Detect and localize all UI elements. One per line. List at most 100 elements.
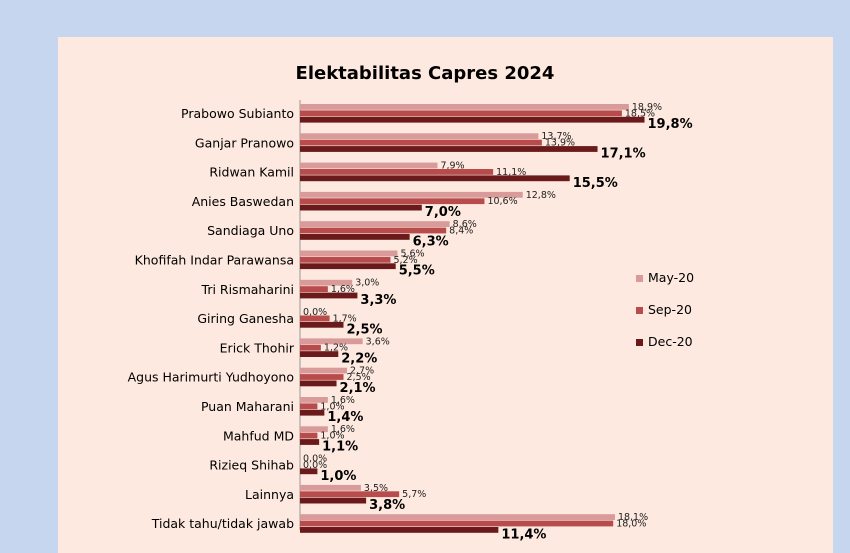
data-label: 5,6% <box>400 248 424 259</box>
legend-swatch <box>636 307 643 314</box>
bar-dec-20 <box>300 175 570 182</box>
data-label: 1,4% <box>327 410 363 425</box>
data-label: 18,5% <box>625 108 655 119</box>
bar-dec-20 <box>300 380 337 387</box>
bar-dec-20 <box>300 263 396 270</box>
data-label: 10,6% <box>487 196 517 207</box>
bar-sep-20 <box>300 344 321 351</box>
bar-sep-20 <box>300 227 447 234</box>
bars-group: 18,9%18,5%19,8% 13,7%13,9% 17,1% 7,9% 11,1% 1… <box>300 102 693 542</box>
category-label: Tidak tahu/tidak jawab <box>151 516 294 531</box>
data-label: 2,5% <box>347 372 371 383</box>
data-label: 5,5% <box>399 264 435 279</box>
category-label: Tri Rismaharini <box>201 282 294 297</box>
data-label: 3,3% <box>360 293 396 308</box>
category-label: Prabowo Subianto <box>181 106 294 121</box>
bar-dec-20 <box>300 409 325 416</box>
bar-dec-20 <box>300 439 320 445</box>
data-label: 8,6% <box>453 219 477 230</box>
data-label: 2,7% <box>350 366 374 377</box>
category-label: Khofifah Indar Parawansa <box>135 253 294 268</box>
data-label: 1,6% <box>331 424 355 435</box>
category-label: Sandiaga Uno <box>207 223 294 238</box>
bar-may-20 <box>300 221 450 227</box>
bar-dec-20 <box>300 497 367 504</box>
bar-sep-20 <box>300 520 614 527</box>
data-label: 15,5% <box>573 176 618 191</box>
legend-swatch <box>636 275 643 282</box>
bar-sep-20 <box>300 374 344 380</box>
category-label: Erick Thohir <box>220 340 295 355</box>
bar-sep-20 <box>300 286 328 292</box>
bar-sep-20 <box>300 432 318 439</box>
bar-dec-20 <box>300 468 318 475</box>
bar-sep-20 <box>300 110 622 117</box>
bar-dec-20 <box>300 292 358 299</box>
bar-may-20 <box>300 133 539 140</box>
bar-may-20 <box>300 484 361 491</box>
bar-dec-20 <box>300 146 598 152</box>
bar-dec-20 <box>300 321 344 328</box>
bar-dec-20 <box>300 351 339 357</box>
category-label: Lainnya <box>245 487 294 502</box>
category-label: Rizieq Shihab <box>209 458 294 473</box>
bar-sep-20 <box>300 491 400 498</box>
data-label: 18,0% <box>616 519 646 530</box>
data-label: 6,3% <box>413 234 449 249</box>
bar-may-20 <box>300 397 328 403</box>
data-label: 13,7% <box>541 131 571 142</box>
bar-sep-20 <box>300 403 318 410</box>
bar-may-20 <box>300 104 629 110</box>
data-label: 18,9% <box>632 102 662 113</box>
bar-may-20 <box>300 426 328 433</box>
data-label: 11,4% <box>501 527 546 542</box>
category-labels-group: Prabowo Subianto Ganjar Pranowo Ridwan Kam… <box>128 106 295 531</box>
chart-panel <box>58 37 833 553</box>
data-label: 12,8% <box>526 190 556 201</box>
bar-may-20 <box>300 514 615 520</box>
data-label: 1,6% <box>331 395 355 406</box>
data-label: 0,0% <box>303 307 327 318</box>
data-label: 1,0% <box>320 469 356 484</box>
data-label: 3,6% <box>366 336 390 347</box>
bar-may-20 <box>300 191 523 198</box>
data-label: 18,1% <box>618 512 648 523</box>
legend-label: May-20 <box>648 270 694 285</box>
data-label: 0,0% <box>303 454 327 465</box>
bar-may-20 <box>300 367 347 374</box>
data-label: 2,1% <box>340 381 376 396</box>
bar-may-20 <box>300 250 398 257</box>
data-label: 19,8% <box>648 117 693 132</box>
bar-sep-20 <box>300 139 542 146</box>
category-label: Puan Maharani <box>201 399 294 414</box>
bar-dec-20 <box>300 116 645 123</box>
category-label: Giring Ganesha <box>197 311 294 326</box>
data-label: 2,2% <box>341 352 377 367</box>
legend: May-20 Sep-20 Dec-20 <box>636 270 694 349</box>
category-label: Agus Harimurti Yudhoyono <box>128 370 294 385</box>
data-label: 3,0% <box>355 278 379 289</box>
legend-swatch <box>636 339 643 346</box>
legend-label: Sep-20 <box>648 302 692 317</box>
data-label: 3,5% <box>364 483 388 494</box>
bar-dec-20 <box>300 204 422 211</box>
bar-sep-20 <box>300 198 485 205</box>
data-label: 1,6% <box>331 284 355 295</box>
bar-sep-20 <box>300 256 391 263</box>
category-label: Ridwan Kamil <box>209 165 294 180</box>
bar-dec-20 <box>300 234 410 240</box>
data-label: 5,7% <box>402 489 426 500</box>
data-label: 2,5% <box>347 322 383 337</box>
bar-may-20 <box>300 279 353 286</box>
data-label: 13,9% <box>545 138 575 149</box>
data-label: 17,1% <box>601 147 646 162</box>
legend-label: Dec-20 <box>648 334 693 349</box>
data-label: 1,0% <box>320 431 344 442</box>
data-label: 3,8% <box>369 498 405 513</box>
data-label: 7,9% <box>440 161 464 172</box>
category-label: Ganjar Pranowo <box>195 135 294 150</box>
bar-dec-20 <box>300 527 499 533</box>
category-label: Anies Baswedan <box>192 194 294 209</box>
bar-sep-20 <box>300 315 330 322</box>
